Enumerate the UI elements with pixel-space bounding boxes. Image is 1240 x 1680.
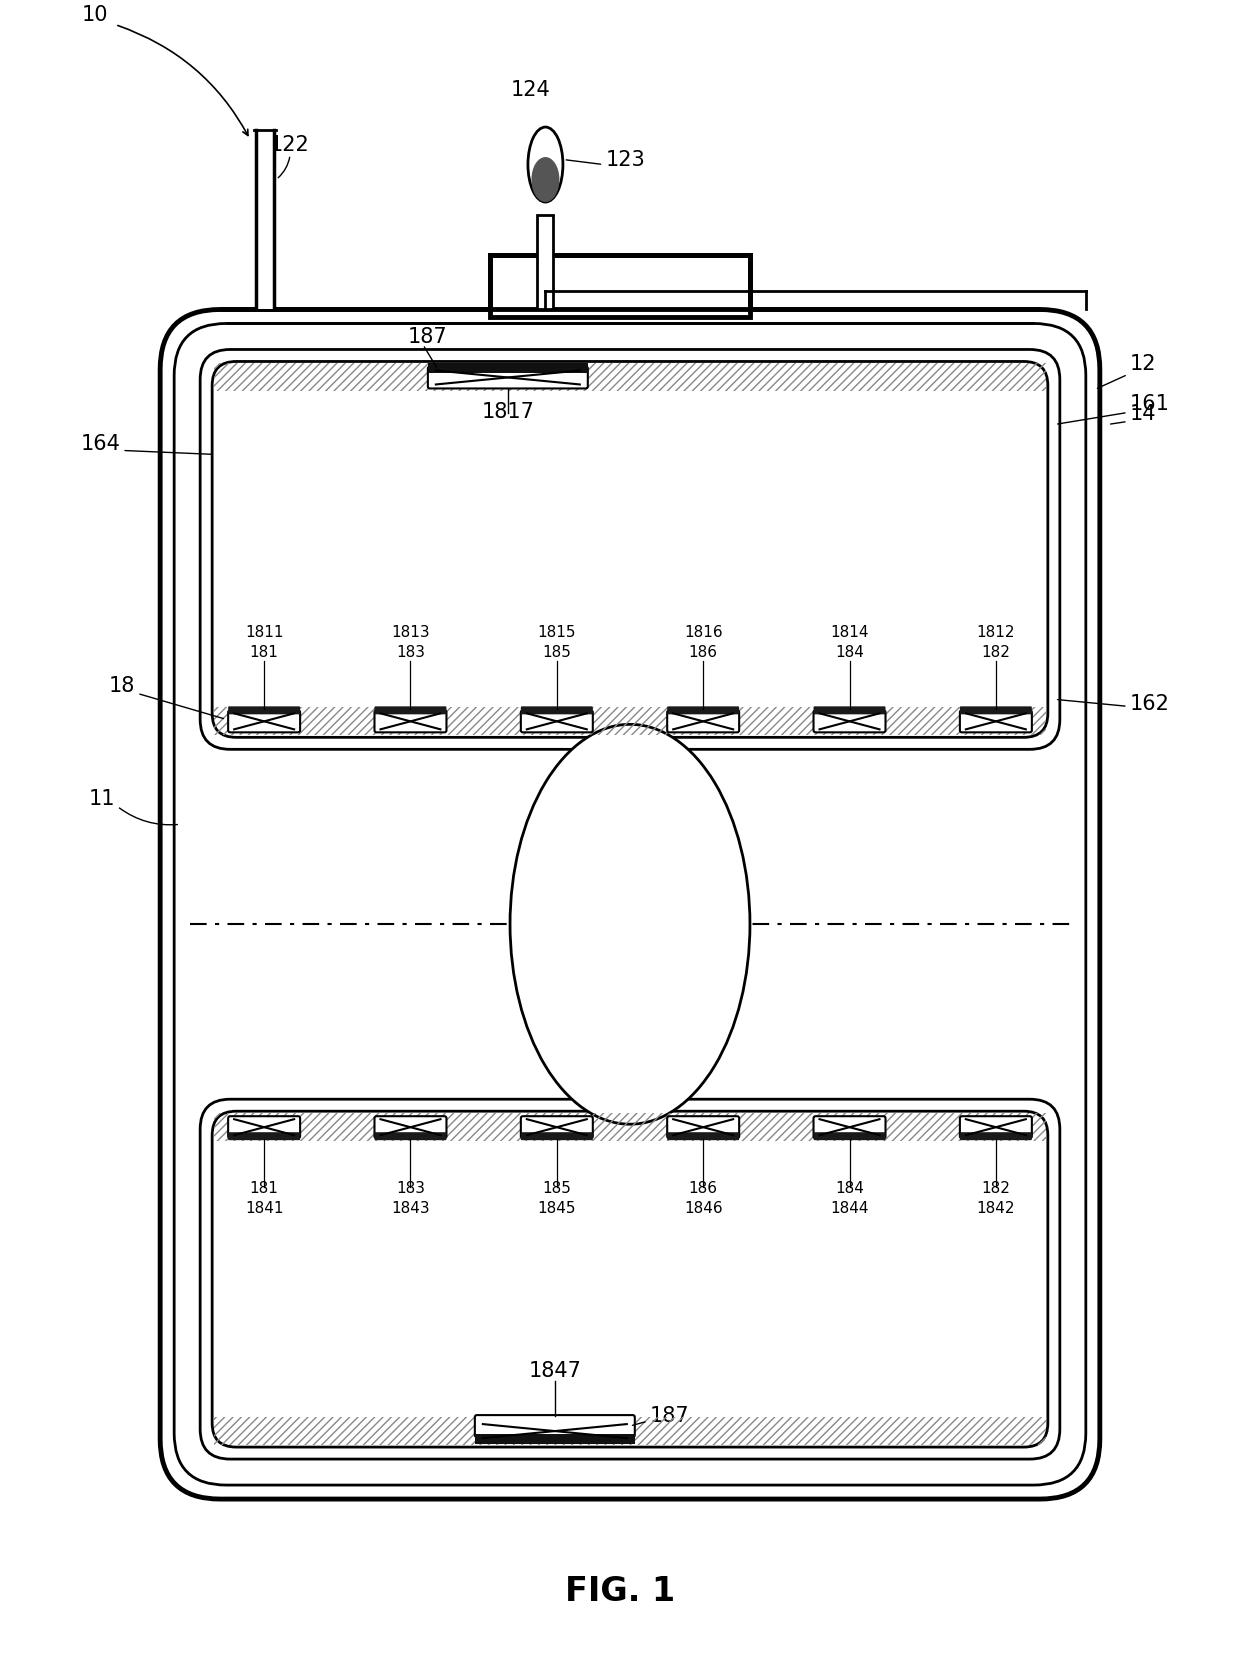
FancyBboxPatch shape: [521, 1117, 593, 1139]
FancyBboxPatch shape: [228, 711, 300, 732]
Text: 123: 123: [605, 150, 645, 170]
Bar: [215, 1418, 1045, 1445]
Text: 182: 182: [981, 645, 1011, 660]
Bar: [215, 1114, 1045, 1141]
FancyBboxPatch shape: [960, 711, 1032, 732]
Text: 11: 11: [89, 790, 115, 808]
FancyBboxPatch shape: [521, 1132, 593, 1141]
Text: 185: 185: [542, 1181, 572, 1196]
Text: 182: 182: [981, 1181, 1011, 1196]
Bar: [475, 1435, 635, 1445]
Text: 10: 10: [82, 5, 108, 25]
FancyBboxPatch shape: [228, 1117, 300, 1139]
FancyBboxPatch shape: [813, 707, 885, 716]
Text: 1842: 1842: [977, 1201, 1016, 1215]
FancyBboxPatch shape: [228, 1132, 300, 1141]
Text: 1812: 1812: [977, 625, 1016, 640]
Text: 187: 187: [650, 1404, 689, 1425]
Bar: [215, 365, 1045, 391]
Text: 14: 14: [1130, 405, 1157, 423]
Text: 122: 122: [270, 134, 310, 155]
FancyBboxPatch shape: [667, 707, 739, 716]
Bar: [428, 365, 588, 375]
Text: FIG. 1: FIG. 1: [565, 1574, 675, 1606]
Ellipse shape: [528, 128, 563, 203]
FancyBboxPatch shape: [228, 707, 300, 716]
Text: 187: 187: [408, 328, 448, 348]
Text: 184: 184: [835, 1181, 864, 1196]
FancyBboxPatch shape: [521, 711, 593, 732]
Text: 1817: 1817: [481, 402, 534, 422]
FancyBboxPatch shape: [521, 707, 593, 716]
Text: 181: 181: [249, 1181, 279, 1196]
Text: 1844: 1844: [831, 1201, 869, 1215]
FancyBboxPatch shape: [813, 1132, 885, 1141]
FancyBboxPatch shape: [960, 707, 1032, 716]
Text: 1813: 1813: [391, 625, 430, 640]
Text: 1843: 1843: [391, 1201, 430, 1215]
FancyBboxPatch shape: [428, 368, 588, 390]
Text: 162: 162: [1130, 694, 1169, 714]
FancyBboxPatch shape: [374, 1117, 446, 1139]
Ellipse shape: [532, 158, 559, 203]
Bar: [257, 131, 274, 311]
Text: 124: 124: [511, 79, 551, 99]
Text: 186: 186: [688, 1181, 718, 1196]
FancyBboxPatch shape: [160, 311, 1100, 1499]
FancyBboxPatch shape: [374, 1132, 446, 1141]
Text: 184: 184: [835, 645, 864, 660]
FancyBboxPatch shape: [667, 1117, 739, 1139]
Text: 183: 183: [396, 645, 425, 660]
FancyBboxPatch shape: [374, 707, 446, 716]
Text: 183: 183: [396, 1181, 425, 1196]
Text: 1841: 1841: [244, 1201, 284, 1215]
Bar: [537, 215, 553, 311]
FancyBboxPatch shape: [667, 711, 739, 732]
Text: 1845: 1845: [538, 1201, 577, 1215]
Text: 18: 18: [109, 675, 135, 696]
Text: 12: 12: [1130, 354, 1157, 375]
Text: 1847: 1847: [528, 1361, 582, 1381]
FancyBboxPatch shape: [667, 1132, 739, 1141]
FancyBboxPatch shape: [212, 363, 1048, 738]
Bar: [215, 707, 1045, 736]
Text: 1811: 1811: [244, 625, 284, 640]
Text: 164: 164: [81, 433, 120, 454]
Text: 1815: 1815: [538, 625, 577, 640]
FancyBboxPatch shape: [200, 1099, 1060, 1460]
Text: 1814: 1814: [831, 625, 869, 640]
Text: 185: 185: [542, 645, 572, 660]
Text: 181: 181: [249, 645, 279, 660]
FancyBboxPatch shape: [960, 1132, 1032, 1141]
FancyBboxPatch shape: [212, 1112, 1048, 1446]
Text: 186: 186: [688, 645, 718, 660]
Text: 1846: 1846: [683, 1201, 723, 1215]
Bar: [490, 255, 750, 318]
FancyBboxPatch shape: [174, 324, 1086, 1485]
Ellipse shape: [510, 724, 750, 1124]
Text: 1816: 1816: [683, 625, 723, 640]
Text: 161: 161: [1130, 395, 1169, 415]
FancyBboxPatch shape: [200, 349, 1060, 749]
FancyBboxPatch shape: [813, 1117, 885, 1139]
FancyBboxPatch shape: [374, 711, 446, 732]
FancyBboxPatch shape: [960, 1117, 1032, 1139]
FancyBboxPatch shape: [813, 711, 885, 732]
FancyBboxPatch shape: [475, 1415, 635, 1436]
